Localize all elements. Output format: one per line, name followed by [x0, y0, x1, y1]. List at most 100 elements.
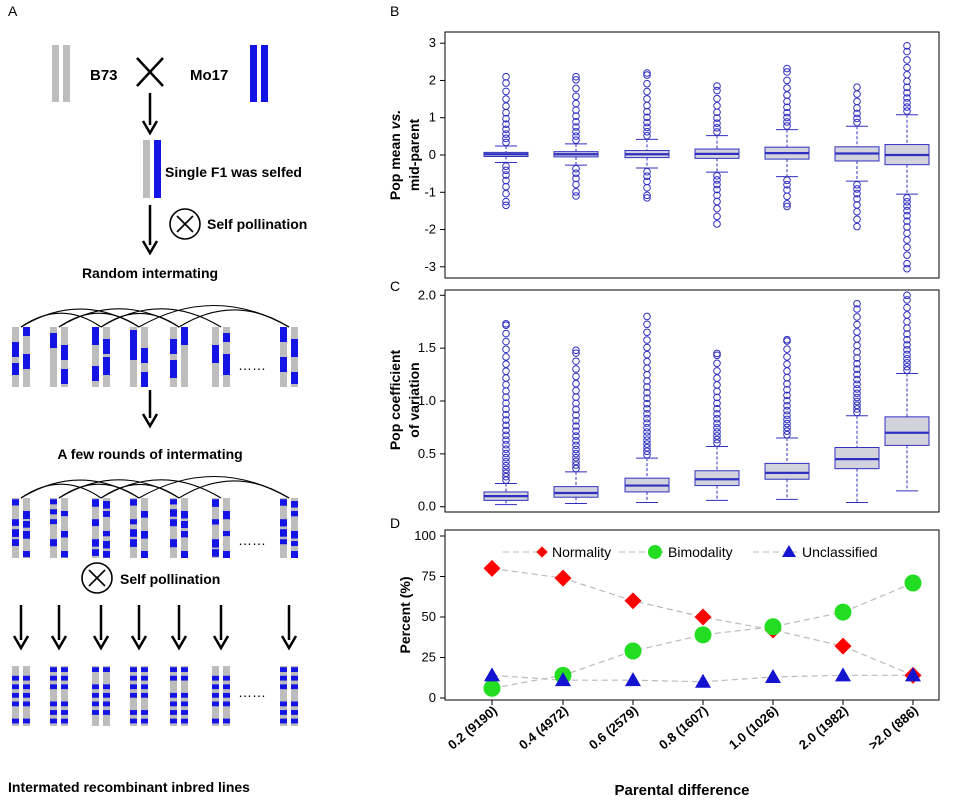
self-cross-circle-icon — [81, 562, 113, 594]
outlier — [853, 299, 861, 308]
chromosome — [212, 498, 230, 558]
outlier — [643, 370, 651, 379]
outlier — [783, 335, 791, 344]
outlier — [853, 320, 861, 329]
outlier — [903, 56, 911, 64]
outlier — [713, 419, 721, 428]
chromosome — [50, 666, 68, 726]
panel-b-chart: B Pop mean vs. mid-parent -3 -2 -1 0 1 2 3 — [387, 3, 940, 279]
bimodality-point — [483, 679, 501, 697]
outlier — [502, 360, 510, 368]
outlier — [572, 349, 580, 357]
outlier — [783, 176, 791, 185]
outlier — [713, 374, 721, 382]
panel-d-xaxis: 0.2 (9190) 0.4 (4972) 0.6 (2579) 0.8 (1607)… — [445, 700, 921, 753]
self-pollination-text-1: Self pollination — [207, 216, 307, 232]
intermating-arc — [100, 308, 222, 328]
unclassified-point — [765, 668, 781, 683]
x-tick-label: 0.8 (1607) — [656, 703, 711, 753]
outlier — [643, 394, 651, 403]
box-3 — [624, 312, 670, 503]
normality-point — [554, 569, 572, 587]
legend-label: Normality — [552, 544, 611, 560]
outlier — [783, 192, 791, 201]
outlier — [783, 113, 791, 122]
outlier — [572, 188, 580, 196]
outlier — [572, 379, 580, 388]
f1-text: Single F1 was selfed — [165, 164, 302, 180]
outlier — [502, 72, 510, 81]
y-tick-label: 2 — [429, 72, 436, 87]
panel-c-label: C — [390, 278, 400, 294]
outlier — [572, 192, 580, 200]
panel-b-yaxis: -3 -2 -1 0 1 2 3 — [424, 35, 445, 274]
y-tick-label: 0.5 — [418, 446, 436, 461]
outlier — [502, 182, 510, 191]
chromosome — [212, 327, 230, 387]
outlier — [572, 346, 580, 355]
unclassified-point — [905, 667, 921, 682]
panel-b-ylabel-1: Pop mean vs. — [387, 110, 403, 200]
f1-chromosomes — [143, 140, 161, 198]
outlier — [643, 447, 651, 456]
outlier — [903, 103, 911, 111]
box-5 — [764, 64, 810, 211]
panel-b-label: B — [390, 3, 399, 19]
outlier — [853, 180, 861, 189]
panel-d-xlabel: Parental difference — [614, 782, 749, 799]
outlier — [643, 95, 651, 103]
panel-d-yaxis: 0 25 50 75 100 — [414, 528, 445, 705]
bimodality-point — [694, 626, 712, 644]
box-iqr — [884, 416, 930, 446]
outlier — [643, 79, 651, 88]
unclassified-point — [625, 672, 641, 687]
outlier — [502, 426, 510, 435]
outlier — [903, 94, 911, 102]
self-cross-circle-icon — [169, 208, 201, 240]
outlier — [713, 86, 721, 95]
outlier — [572, 372, 580, 381]
outlier — [853, 370, 861, 379]
outlier — [643, 69, 651, 77]
outlier — [713, 119, 721, 127]
arrow-down-icon — [212, 605, 230, 651]
cross-icon — [136, 57, 164, 87]
chromosome — [50, 498, 68, 558]
outlier — [853, 405, 861, 413]
outlier — [853, 385, 861, 393]
outlier — [903, 202, 911, 210]
outlier — [572, 357, 580, 366]
box-7 — [884, 41, 930, 273]
outlier — [853, 401, 861, 410]
panel-c-chart: C Pop coefficient of variation 0.0 0.5 1.0… — [387, 278, 940, 514]
outlier — [502, 87, 510, 96]
outlier — [713, 94, 721, 103]
outlier — [502, 465, 510, 474]
outlier — [643, 191, 651, 200]
parent-mo17-chromosomes — [250, 45, 268, 102]
outlier — [903, 206, 911, 215]
parent-mo17-label: Mo17 — [190, 67, 228, 84]
outlier — [713, 381, 721, 389]
outlier — [783, 76, 791, 85]
outlier — [713, 172, 721, 180]
outlier — [903, 217, 911, 225]
normality-point — [483, 559, 501, 577]
outlier — [783, 353, 791, 361]
parent-b73-label: B73 — [90, 67, 118, 84]
outlier — [853, 189, 861, 198]
outlier — [713, 404, 721, 413]
outlier — [502, 345, 510, 354]
box-1 — [483, 320, 529, 506]
outlier — [903, 311, 911, 319]
outlier — [502, 189, 510, 198]
outlier — [502, 380, 510, 389]
outlier — [853, 305, 861, 313]
outlier — [853, 380, 861, 389]
outlier — [783, 373, 791, 382]
outlier — [903, 41, 911, 50]
outlier — [903, 243, 911, 252]
outlier — [853, 341, 861, 350]
outlier — [502, 436, 510, 444]
